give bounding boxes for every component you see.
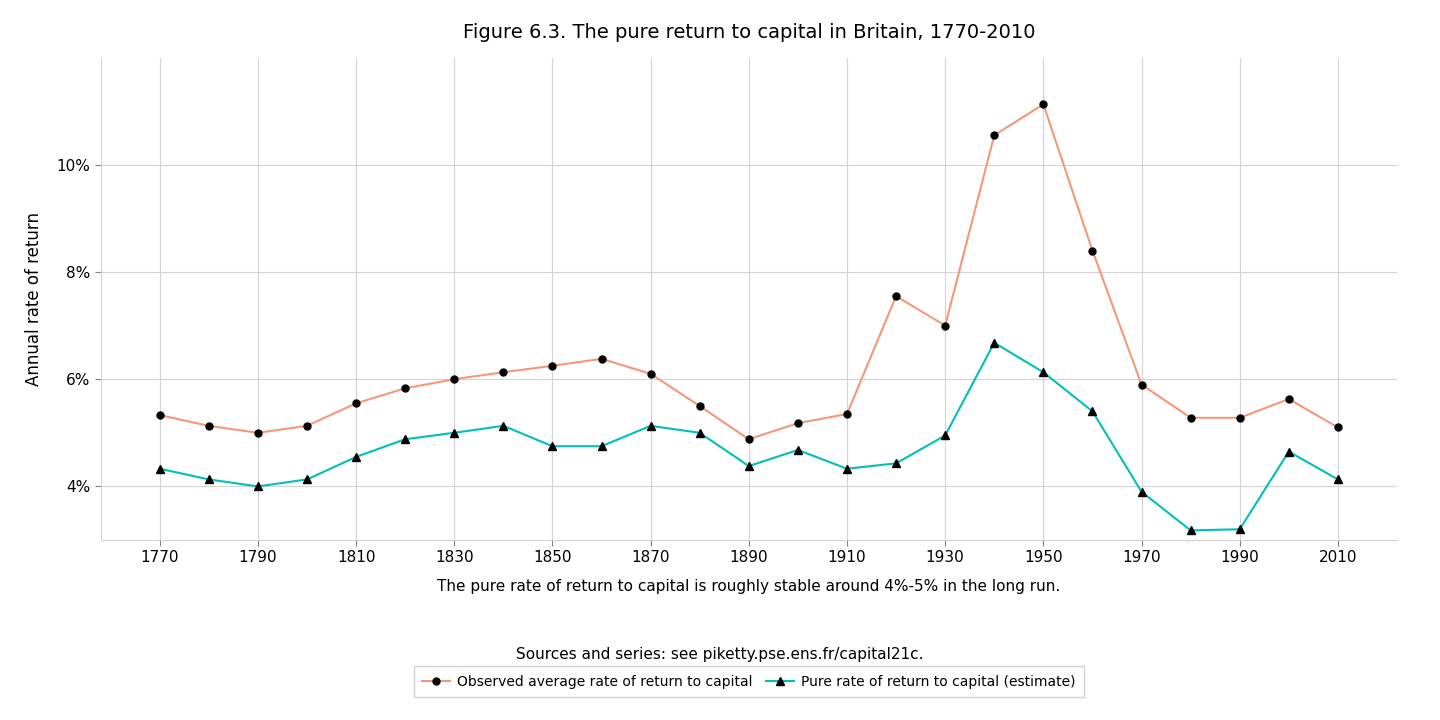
Title: Figure 6.3. The pure return to capital in Britain, 1770-2010: Figure 6.3. The pure return to capital i… [462, 23, 1035, 42]
Text: Sources and series: see piketty.pse.ens.fr/capital21c.: Sources and series: see piketty.pse.ens.… [517, 647, 923, 662]
Y-axis label: Annual rate of return: Annual rate of return [24, 212, 43, 386]
Legend: Observed average rate of return to capital, Pure rate of return to capital (esti: Observed average rate of return to capit… [413, 667, 1084, 697]
X-axis label: The pure rate of return to capital is roughly stable around 4%-5% in the long ru: The pure rate of return to capital is ro… [438, 580, 1060, 594]
